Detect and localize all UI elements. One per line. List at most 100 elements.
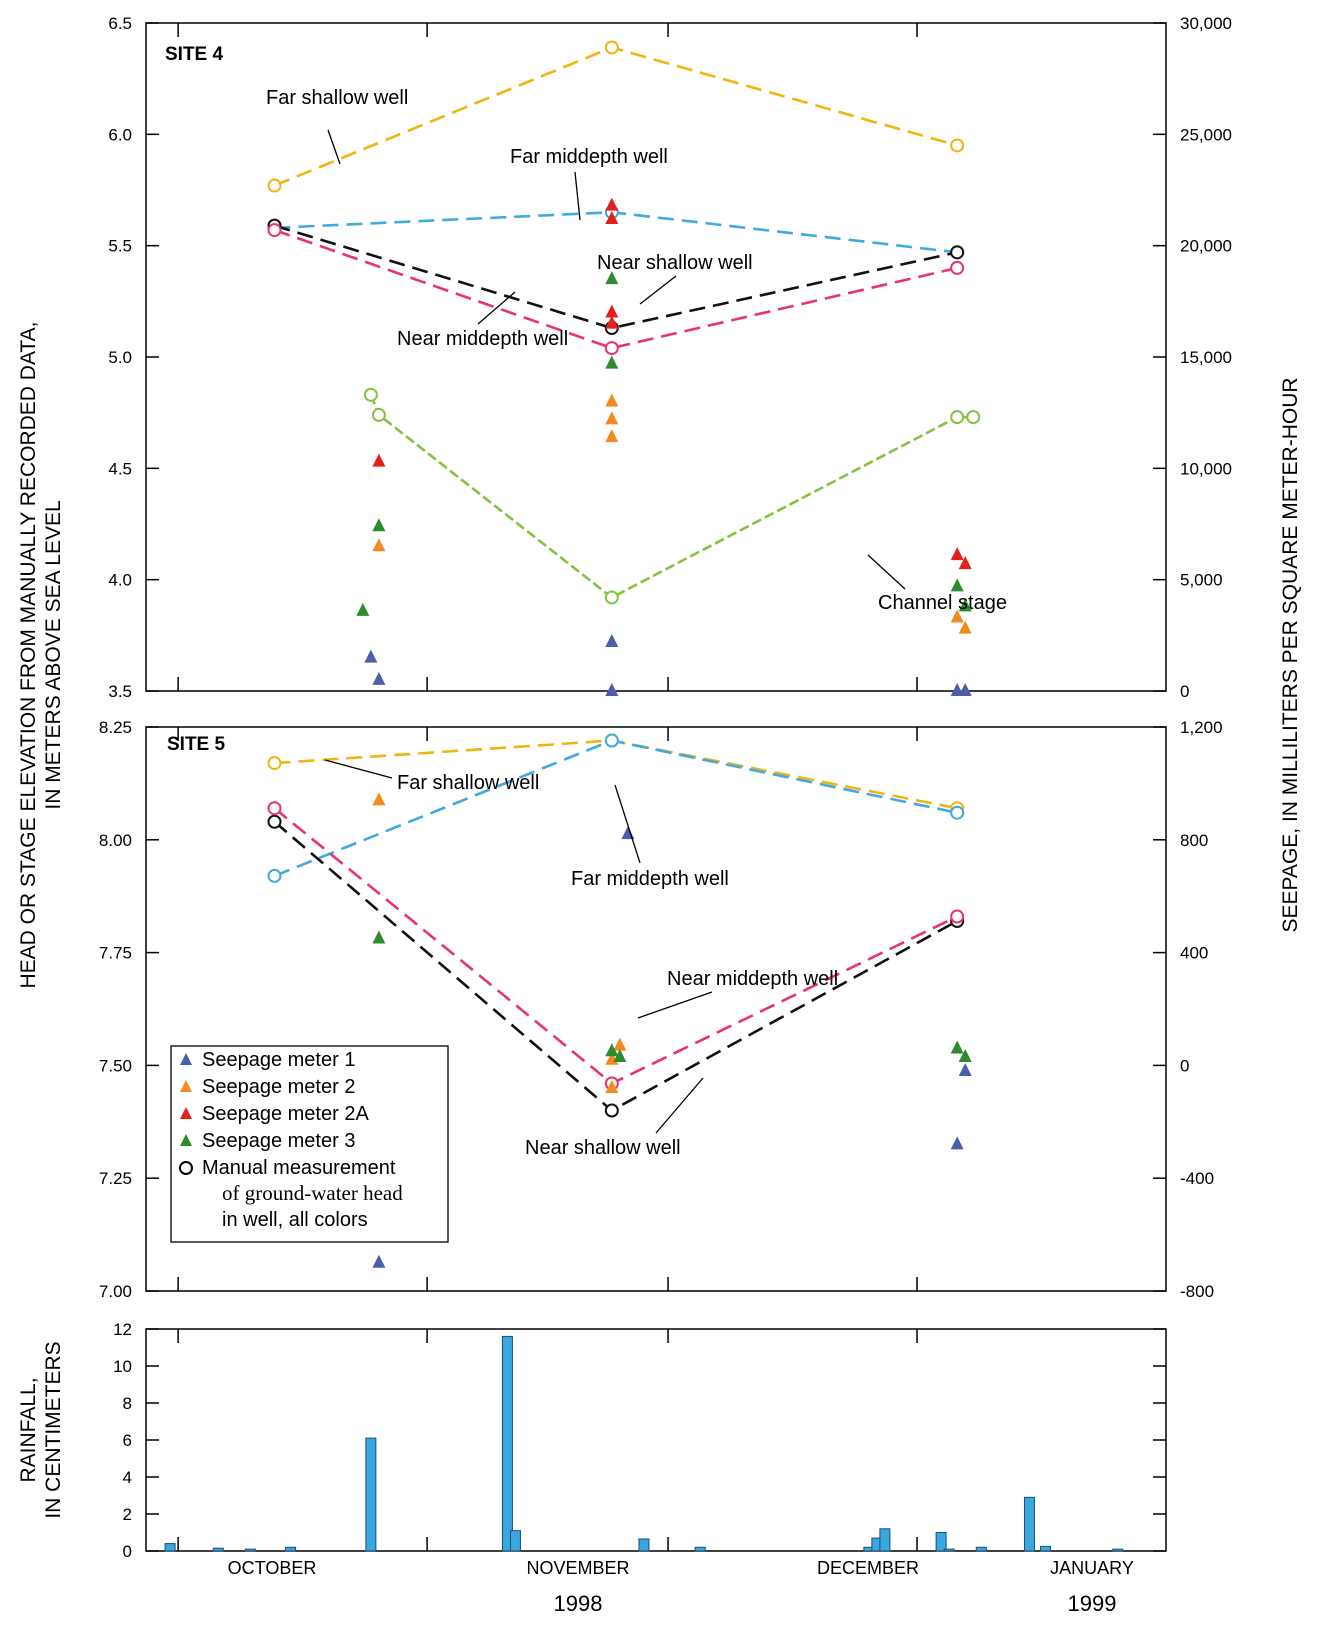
site4-seepage-seepage-meter-2-5	[958, 620, 972, 634]
site5-left-tick-label-3: 7.50	[99, 1056, 132, 1075]
site4-left-tick-label-2: 5.5	[108, 237, 132, 256]
site4-title: SITE 4	[165, 44, 224, 65]
site5-seepage-seepage-meter-2-1	[605, 1079, 619, 1093]
legend-manual-marker	[179, 1161, 193, 1175]
rain-tick-label-4: 4	[123, 1468, 132, 1487]
site5-point-near-shallow-well-0	[267, 814, 282, 829]
site4-left-tick-label-0: 6.5	[108, 14, 132, 33]
rain-axis-title-line1: RAINFALL,	[17, 1377, 40, 1482]
legend-manual-label-line2: of ground-water head	[222, 1181, 403, 1205]
site5-point-far-shallow-well-0	[267, 756, 282, 771]
legend-meter1-label: Seepage meter 1	[202, 1049, 355, 1071]
legend-meter2a-label: Seepage meter 2A	[202, 1103, 369, 1125]
site4-panel: 6.5 6.0 5.5 5.0 4.5 4.0 3.5 30,000 25,000 20,000 1…	[108, 14, 1232, 701]
year-label-1999: 1999	[1068, 1591, 1117, 1616]
site4-seepage-seepage-meter-2a-3	[605, 304, 619, 318]
site4-plot-frame	[145, 22, 1167, 692]
site4-label-far-shallow: Far shallow well	[266, 87, 408, 109]
rain-tick-label-3: 6	[123, 1431, 132, 1450]
site4-label-near-middepth: Near middepth well	[397, 328, 568, 350]
site5-label-near-shallow: Near shallow well	[525, 1137, 681, 1159]
site4-seepage-seepage-meter-2a-2	[605, 210, 619, 224]
rainfall-panel: 12 10 8 6 4 2 0	[113, 1320, 1167, 1561]
site5-seepage-seepage-meter-3-2	[613, 1048, 627, 1062]
site5-right-tick-label-0: 1,200	[1180, 718, 1223, 737]
year-label-1998: 1998	[554, 1591, 603, 1616]
site4-seepage-seepage-meter-1-3	[605, 683, 619, 696]
site4-leader-far-shallow	[327, 129, 341, 165]
site5-left-tick-label-2: 7.75	[99, 944, 132, 963]
site4-point-near-middepth-well-0	[267, 223, 282, 238]
site4-right-tick-label-1: 25,000	[1180, 125, 1232, 144]
site4-label-far-middepth: Far middepth well	[510, 146, 668, 168]
rain-tick-label-5: 2	[123, 1505, 132, 1524]
site4-line-channel-stage	[369, 394, 974, 600]
site5-seepage-seepage-meter-2-0	[372, 792, 386, 806]
site5-seepage-seepage-meter-3-1	[605, 1043, 619, 1057]
site4-seepage-seepage-meter-1-1	[372, 671, 386, 685]
site4-seepage-seepage-meter-3-1	[372, 518, 386, 532]
site5-seepage-seepage-meter-1-0	[372, 1254, 386, 1268]
site5-seepage-seepage-meter-3-4	[958, 1048, 972, 1062]
legend-manual-label-line1: Manual measurement	[202, 1157, 396, 1179]
site4-seepage-seepage-meter-1-2	[605, 634, 619, 648]
site4-leader-near-middepth	[477, 291, 516, 325]
site5-point-near-shallow-well-1	[604, 1103, 619, 1118]
legend-meter3-label: Seepage meter 3	[202, 1130, 355, 1152]
rain-tick-label-0: 12	[113, 1320, 132, 1339]
site4-point-far-shallow-well-1	[604, 40, 619, 55]
site5-line-far-middepth-well	[274, 739, 958, 878]
site4-seepage-seepage-meter-3-0	[356, 602, 370, 616]
rain-tick-label-6: 0	[123, 1542, 132, 1561]
rain-bar-13	[943, 1548, 955, 1552]
legend-meter2-label: Seepage meter 2	[202, 1076, 355, 1098]
site5-annotations: Far shallow well Far middepth well Near …	[324, 759, 838, 1159]
site5-leader-far-shallow	[324, 759, 393, 779]
site5-seepage-seepage-meter-2-3	[613, 1037, 627, 1051]
site4-seepage-seepage-meter-2a-4	[605, 315, 619, 329]
site5-right-tick-label-3: 0	[1180, 1056, 1189, 1075]
site4-point-far-shallow-well-2	[950, 138, 965, 153]
legend-meter2a-marker	[180, 1107, 192, 1119]
site5-left-tick-label-5: 7.00	[99, 1282, 132, 1301]
site4-seepage-seepage-meter-1-0	[364, 649, 378, 663]
rain-bar-15	[1023, 1496, 1035, 1552]
site4-leader-channel-stage	[867, 554, 906, 590]
month-label-october: OCTOBER	[228, 1558, 317, 1578]
rain-bar-16	[1040, 1545, 1052, 1552]
site4-point-channel-stage-2	[604, 590, 619, 605]
rain-tick-label-2: 8	[123, 1394, 132, 1413]
site4-seepage-seepage-meter-2a-0	[372, 453, 386, 467]
site5-right-tick-label-5: -800	[1180, 1282, 1214, 1301]
legend-meter2-marker	[180, 1080, 192, 1092]
site5-left-tick-label-4: 7.25	[99, 1169, 132, 1188]
site4-left-tick-label-6: 3.5	[108, 682, 132, 701]
rain-bar-4	[365, 1437, 377, 1552]
site4-leader-near-shallow	[639, 275, 677, 305]
site4-seepage-seepage-meter-2a-6	[958, 556, 972, 570]
site4-line-near-shallow-well	[274, 224, 958, 330]
site4-annotations: Far shallow well Far middepth well Near …	[266, 87, 1007, 614]
site4-point-channel-stage-4	[966, 410, 981, 425]
site5-label-far-shallow: Far shallow well	[397, 772, 539, 794]
site4-right-tick-label-4: 10,000	[1180, 459, 1232, 478]
site4-point-channel-stage-3	[950, 410, 965, 425]
right-axis-title: SEEPAGE, IN MILLILITERS PER SQUARE METER…	[1279, 377, 1302, 932]
site4-leader-far-middepth	[574, 171, 581, 221]
site5-point-near-middepth-well-2	[950, 909, 965, 924]
site4-right-tick-label-3: 15,000	[1180, 348, 1232, 367]
site4-point-near-shallow-well-2	[950, 245, 965, 260]
rain-tick-label-1: 10	[113, 1357, 132, 1376]
site4-point-near-middepth-well-1	[604, 341, 619, 356]
site4-right-tick-label-0: 30,000	[1180, 14, 1232, 33]
site5-point-near-middepth-well-0	[267, 801, 282, 816]
site4-seepage-seepage-meter-2a-5	[950, 547, 964, 561]
rain-bar-5	[501, 1335, 513, 1552]
site5-point-far-middepth-well-2	[950, 805, 965, 820]
site5-leader-near-middepth	[637, 991, 713, 1019]
site5-point-far-middepth-well-0	[267, 868, 282, 883]
site4-line-far-middepth-well	[274, 210, 958, 254]
site5-leader-near-shallow	[655, 1077, 704, 1134]
site5-right-tick-label-2: 400	[1180, 944, 1208, 963]
rain-bar-1	[212, 1547, 224, 1552]
